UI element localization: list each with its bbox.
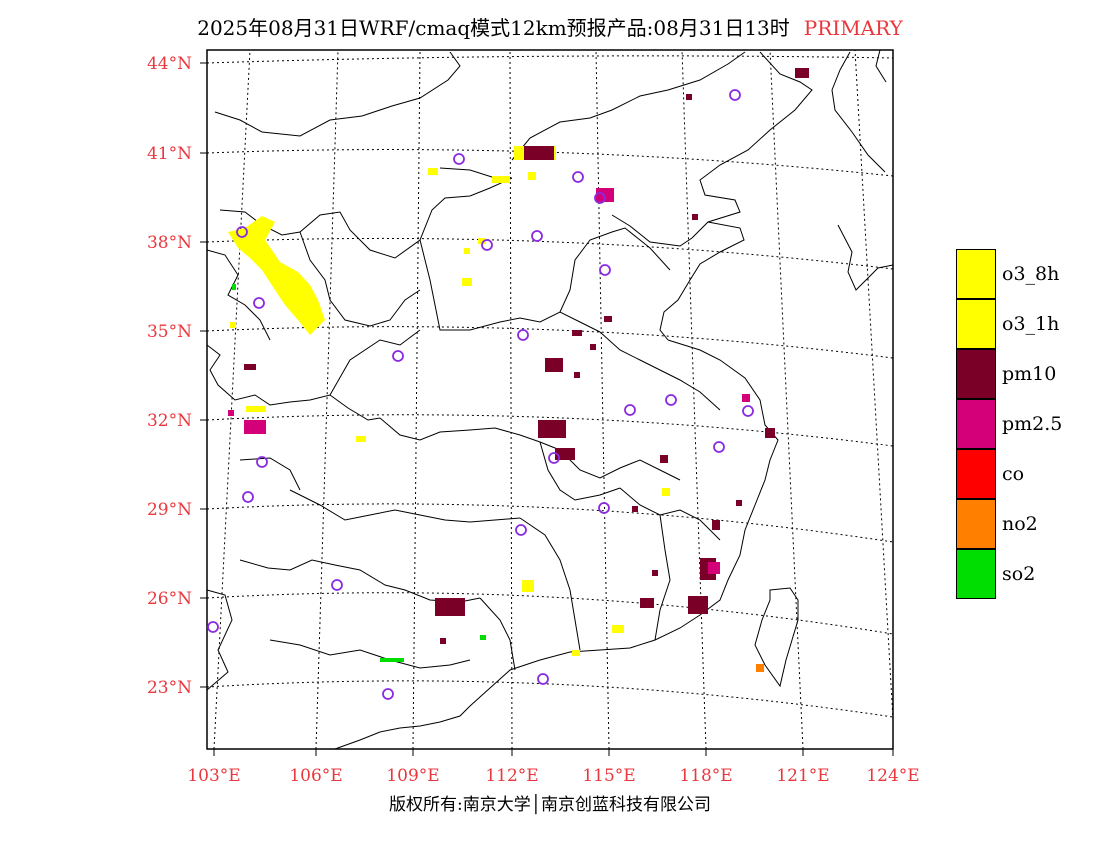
lon-label-103e: 103°E [187,766,241,786]
station-marker [481,239,493,251]
lon-label-115e: 115°E [582,766,636,786]
axis-ticks [200,62,894,756]
legend-label: co [1002,463,1025,485]
station-marker [531,230,543,242]
legend-label: o3_1h [1002,313,1060,335]
legend-swatch [956,299,996,349]
station-marker [453,153,465,165]
lat-label-23n: 23°N [146,678,192,698]
lon-label-124e: 124°E [866,766,920,786]
legend-label: o3_8h [1002,263,1060,285]
station-markers [207,89,754,700]
lon-label-106e: 106°E [289,766,343,786]
lon-label-109e: 109°E [386,766,440,786]
lat-label-32n: 32°N [146,411,192,431]
title-main: 2025年08月31日WRF/cmaq模式12km预报产品:08月31日13时 [197,16,790,40]
station-marker [729,89,741,101]
station-marker [594,192,606,204]
station-marker [517,329,529,341]
station-marker [207,621,219,633]
station-marker [713,441,725,453]
lat-label-29n: 29°N [146,500,192,520]
legend-label: pm2.5 [1002,413,1063,435]
lat-label-41n: 41°N [146,144,192,164]
station-marker [548,452,560,464]
so2-patch-west [232,284,236,290]
station-marker [598,502,610,514]
station-marker [331,579,343,591]
lat-label-35n: 35°N [146,322,192,342]
station-marker [624,404,636,416]
station-marker [537,673,549,685]
legend-swatch [956,249,996,299]
station-marker [242,491,254,503]
chart-title: 2025年08月31日WRF/cmaq模式12km预报产品:08月31日13时 P… [0,12,1100,41]
legend-swatch [956,349,996,399]
legend-swatch [956,399,996,449]
so2-patch-small [480,635,486,640]
station-marker [599,264,611,276]
station-marker [515,524,527,536]
legend-swatch [956,549,996,599]
lat-label-26n: 26°N [146,589,192,609]
copyright-footer: 版权所有:南京大学│南京创蓝科技有限公司 [389,795,711,815]
title-accent: PRIMARY [803,16,903,40]
lon-label-112e: 112°E [485,766,539,786]
map-frame [206,49,894,750]
legend-label: so2 [1002,563,1036,585]
station-marker [665,394,677,406]
lat-label-44n: 44°N [146,54,192,74]
so2-patch [380,658,404,662]
legend-label: pm10 [1002,363,1057,385]
legend-label: no2 [1002,513,1038,535]
lat-label-38n: 38°N [146,233,192,253]
station-marker [392,350,404,362]
lon-label-118e: 118°E [679,766,733,786]
lon-label-121e: 121°E [776,766,830,786]
station-marker [742,405,754,417]
legend-swatch [956,449,996,499]
longitude-gridlines [213,49,894,750]
station-marker [572,171,584,183]
no2-patch [756,664,764,672]
station-marker [236,226,248,238]
station-marker [382,688,394,700]
station-marker [256,456,268,468]
boundary-lines [206,49,894,750]
legend-swatch [956,499,996,549]
station-marker [253,297,265,309]
